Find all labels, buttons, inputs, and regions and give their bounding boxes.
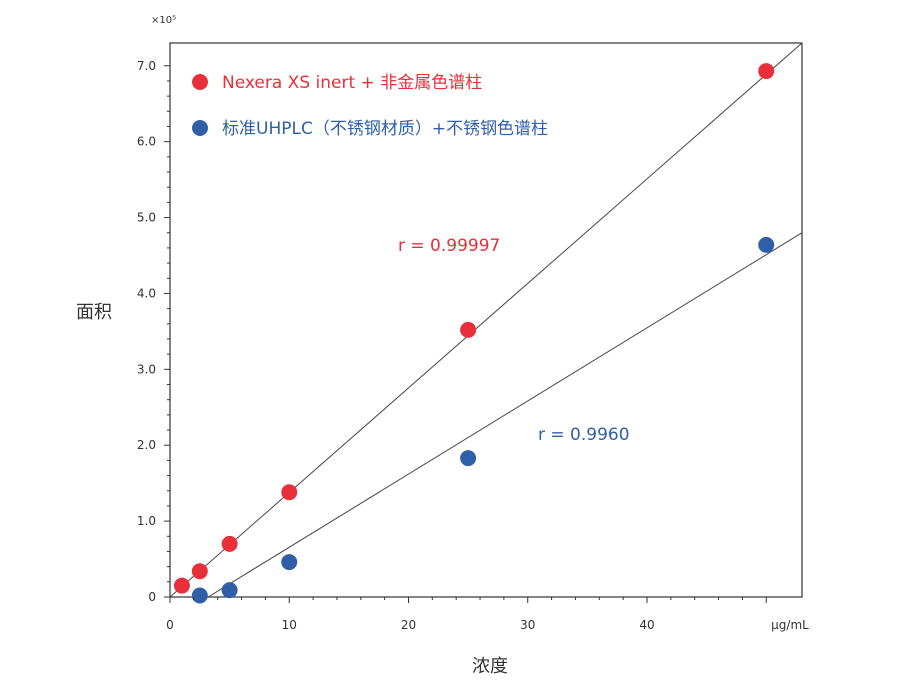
x-axis-title: 浓度 bbox=[472, 656, 508, 677]
data-point-1 bbox=[191, 587, 208, 604]
data-point-1 bbox=[221, 582, 238, 599]
plot-frame bbox=[169, 42, 803, 598]
data-point-1 bbox=[281, 554, 298, 571]
y-tick-label: 1.0 bbox=[137, 514, 156, 528]
x-unit-label: μg/mL bbox=[771, 618, 809, 632]
y-tick-label: 0 bbox=[148, 590, 156, 604]
x-tick-label: 30 bbox=[520, 618, 535, 632]
legend-label-standard: 标准UHPLC（不锈钢材质）+不锈钢色谱柱 bbox=[222, 119, 548, 139]
legend-marker-nexera bbox=[192, 74, 208, 90]
legend: Nexera XS inert + 非金属色谱柱 标准UHPLC（不锈钢材质）+… bbox=[192, 73, 548, 139]
y-tick-label: 6.0 bbox=[137, 135, 156, 149]
x-tick-label: 20 bbox=[401, 618, 416, 632]
y-tick-label: 3.0 bbox=[137, 362, 156, 376]
r-value-standard: r = 0.9960 bbox=[538, 425, 630, 445]
data-points bbox=[173, 63, 775, 604]
y-tick-label: 2.0 bbox=[137, 438, 156, 452]
plot-border bbox=[169, 42, 803, 598]
legend-label-nexera: Nexera XS inert + 非金属色谱柱 bbox=[222, 73, 482, 93]
legend-marker-standard bbox=[192, 120, 208, 136]
y-tick-label: 5.0 bbox=[137, 211, 156, 225]
y-tick-label: 7.0 bbox=[137, 59, 156, 73]
data-point-0 bbox=[173, 577, 190, 594]
data-point-0 bbox=[191, 563, 208, 580]
data-point-0 bbox=[460, 321, 477, 338]
fit-line-0 bbox=[169, 42, 803, 598]
data-point-1 bbox=[460, 450, 477, 467]
x-tick-label: 10 bbox=[282, 618, 297, 632]
x-tick-label: 40 bbox=[639, 618, 654, 632]
axis-ticks: 0 10 20 30 40 0 1.0 2.0 3.0 4.0 5.0 6.0 7.0 bbox=[137, 59, 767, 632]
fit-lines bbox=[169, 42, 803, 598]
data-point-0 bbox=[281, 484, 298, 501]
fit-line-1 bbox=[207, 232, 803, 598]
x-tick-label: 0 bbox=[166, 618, 174, 632]
y-axis-title: 面积 bbox=[76, 302, 112, 323]
data-point-1 bbox=[758, 236, 775, 253]
y-tick-label: 4.0 bbox=[137, 286, 156, 300]
r-value-nexera: r = 0.99997 bbox=[398, 236, 500, 256]
y-scale-label: ×10⁵ bbox=[151, 15, 176, 26]
data-point-0 bbox=[221, 535, 238, 552]
data-point-0 bbox=[758, 63, 775, 80]
